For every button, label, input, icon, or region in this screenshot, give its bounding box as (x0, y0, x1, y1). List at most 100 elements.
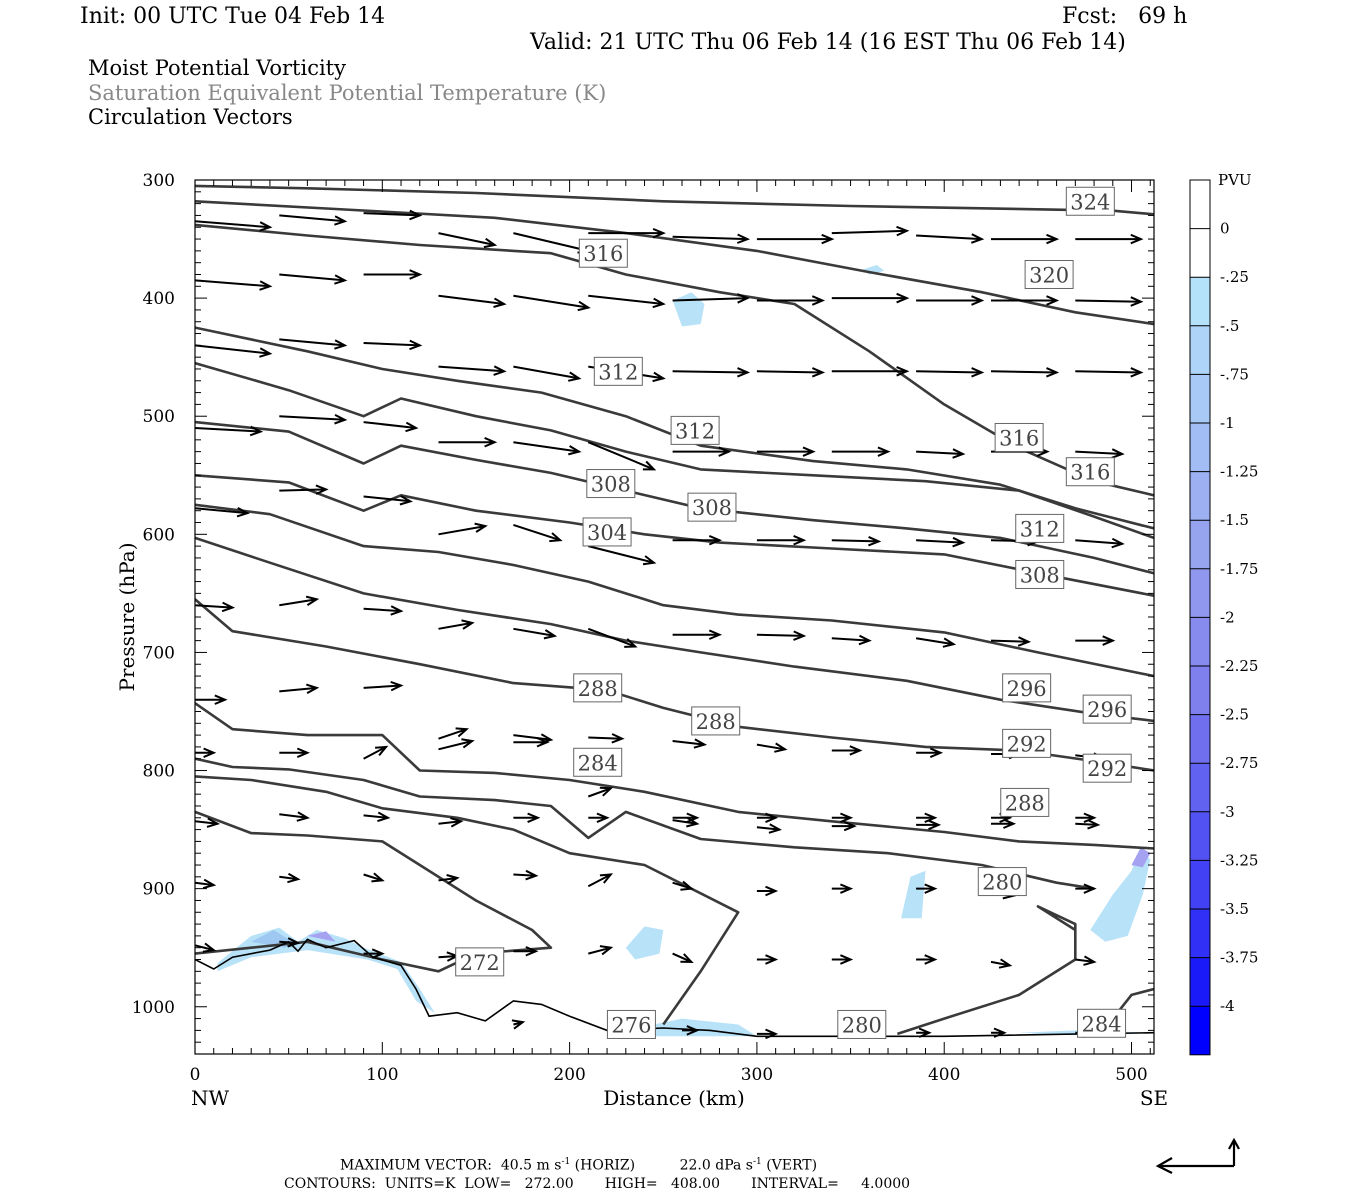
contour-line (195, 474, 1154, 597)
circulation-vector (756, 630, 807, 641)
contour-label-text: 292 (1087, 757, 1127, 781)
contour-line (195, 775, 740, 1026)
circulation-vector (1075, 812, 1097, 824)
x-tick-label: 500 (1115, 1065, 1147, 1085)
contour-line (195, 326, 1154, 530)
circulation-vector (195, 601, 236, 613)
colorbar-swatch (1190, 1006, 1210, 1055)
circulation-vector (363, 811, 391, 823)
circulation-vector (672, 446, 732, 457)
colorbar-swatch (1190, 957, 1210, 1007)
circulation-vector (756, 742, 788, 753)
contour-label-text: 320 (1029, 263, 1069, 287)
contour-label-text: 280 (842, 1013, 882, 1037)
colorbar-label: -2.5 (1220, 706, 1249, 724)
circulation-vector (756, 534, 807, 546)
circulation-vector (588, 294, 666, 309)
circulation-vector (756, 823, 782, 834)
contour-labels: 324 320 316 316 316 312 312 312 308 308 308 304 296 2… (455, 186, 1132, 1039)
circulation-vector (756, 233, 835, 245)
colorbar-label: -.25 (1220, 268, 1249, 286)
contour-label-text: 316 (999, 426, 1039, 450)
circulation-vector (916, 295, 985, 306)
colorbar-swatch (1190, 520, 1210, 569)
circulation-vector (279, 595, 320, 607)
x-tick-label: 100 (366, 1065, 398, 1085)
circulation-vector (916, 233, 985, 244)
circulation-vector (195, 817, 221, 828)
contour-label: 292 (1002, 728, 1052, 758)
y-tick-label: 500 (143, 407, 175, 427)
contour-label-text: 288 (1005, 791, 1045, 815)
x-tick-label: 0 (190, 1065, 201, 1085)
circulation-vector (831, 225, 910, 237)
circulation-vector (588, 227, 666, 239)
circulation-vector (672, 952, 694, 963)
mpv-shade-region (901, 870, 926, 919)
circulation-vector (363, 339, 423, 351)
colorbar-label: -3 (1220, 803, 1235, 821)
circulation-vector (831, 820, 857, 832)
circulation-vector (438, 727, 470, 740)
contour-label: 288 (573, 673, 623, 703)
contour-label: 308 (687, 492, 737, 522)
circulation-vector (916, 883, 938, 894)
circulation-vector (672, 738, 708, 749)
circulation-vector (1075, 448, 1125, 459)
colorbar-label: -3.5 (1220, 900, 1249, 918)
circulation-vector (513, 736, 550, 748)
circulation-vector (511, 1019, 526, 1030)
colorbar-swatch (1190, 909, 1210, 958)
colorbar-swatch (1190, 180, 1210, 229)
circulation-vector (915, 637, 957, 648)
contour-line (195, 503, 1154, 678)
circulation-vector (672, 880, 694, 891)
colorbar-swatch (1190, 423, 1210, 472)
contour-line (896, 905, 1077, 1036)
circulation-vector (513, 869, 539, 881)
title-vectors: Circulation Vectors (88, 105, 293, 129)
circulation-vector (991, 233, 1060, 245)
colorbar-label: -1 (1220, 414, 1235, 432)
contour-label-text: 288 (578, 677, 618, 701)
y-tick-label: 300 (143, 171, 175, 191)
circulation-vector (831, 292, 910, 304)
contour-label-text: 308 (1020, 563, 1060, 587)
contour-label: 288 (691, 706, 741, 736)
contour-label: 296 (1082, 694, 1132, 724)
contour-label-text: 288 (696, 710, 736, 734)
x-tick-label: 200 (553, 1065, 585, 1085)
circulation-vector (916, 747, 944, 759)
contour-label-text: 308 (692, 496, 732, 520)
colorbar-swatch (1190, 568, 1210, 618)
circulation-vector (279, 937, 301, 948)
circulation-vector (1075, 233, 1144, 245)
circulation-vector (513, 441, 582, 456)
colorbar-label: -1.25 (1220, 463, 1258, 481)
y-tick-label: 700 (143, 643, 175, 663)
circulation-vector (916, 819, 942, 831)
colorbar-label: -2 (1220, 608, 1235, 626)
mpv-shade-region (307, 931, 336, 942)
circulation-vector (438, 365, 507, 376)
colorbar-swatch (1190, 811, 1210, 861)
circulation-vector (916, 448, 966, 459)
colorbar-label: -.75 (1220, 365, 1249, 383)
circulation-vector (1075, 537, 1125, 549)
circulation-vector (279, 273, 348, 285)
y-tick-label: 800 (143, 762, 175, 782)
contour-label: 272 (455, 947, 505, 977)
colorbar-label: -2.25 (1220, 657, 1258, 675)
circulation-vector (831, 954, 854, 965)
contour-line (195, 940, 477, 973)
circulation-vector (279, 811, 310, 822)
circulation-vector (438, 522, 488, 536)
contour-label: 296 (1002, 673, 1052, 703)
circulation-vector (513, 812, 541, 824)
circulation-vector (587, 786, 614, 798)
axis-ticks: 0 100 200 300 400 500 300 400 500 600 700 800 900 100… (132, 171, 1154, 1085)
mpv-shade-region (1090, 850, 1151, 942)
circulation-vector (756, 885, 779, 897)
circulation-vector (672, 534, 723, 546)
